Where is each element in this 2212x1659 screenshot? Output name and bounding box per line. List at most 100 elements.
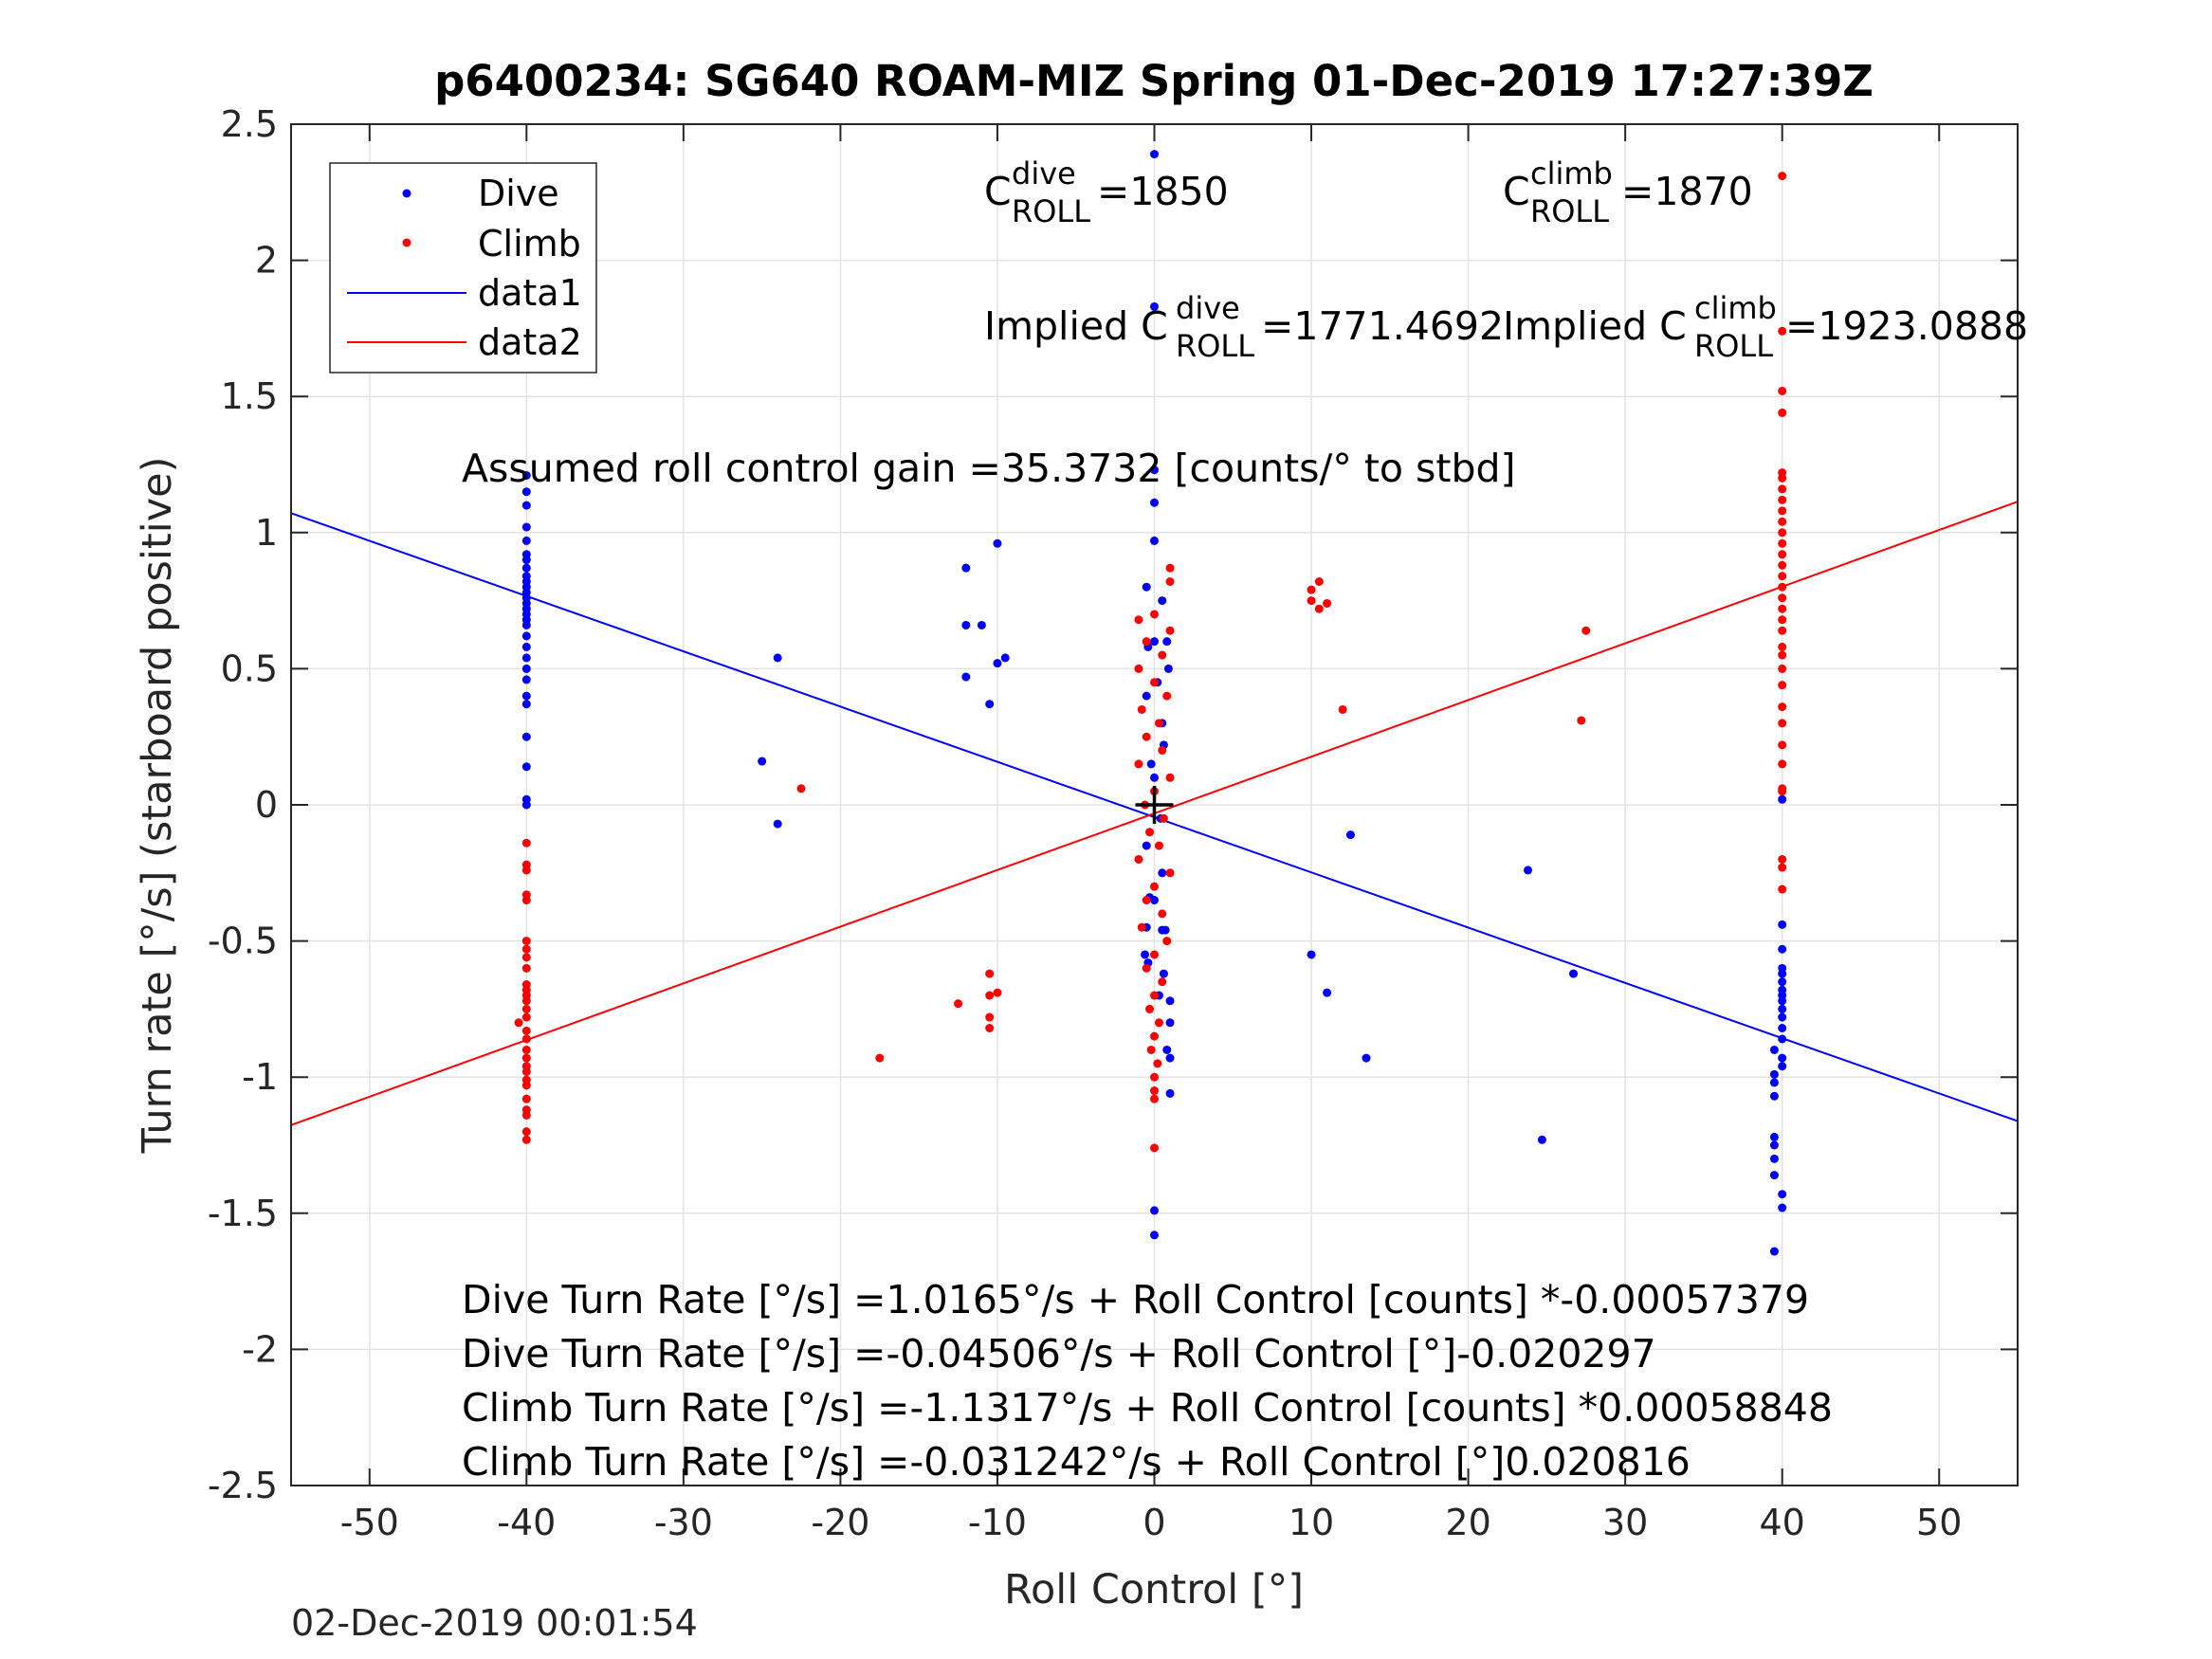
point-dive <box>521 653 531 663</box>
point-climb <box>1150 610 1159 619</box>
point-dive <box>1778 944 1787 954</box>
point-dive <box>1146 759 1156 769</box>
point-dive <box>961 620 971 629</box>
axis-ticks: -50 -40 -30 -20 -10 0 10 20 30 40 50-2.5-2-1.5-1-0… <box>208 103 2018 1543</box>
point-climb <box>1162 937 1172 946</box>
point-climb <box>1778 854 1787 864</box>
point-climb <box>1778 172 1787 181</box>
point-climb <box>1142 637 1151 647</box>
point-climb <box>521 1012 531 1022</box>
point-climb <box>521 1066 531 1076</box>
y-tick-label: 1.5 <box>221 375 278 417</box>
point-climb <box>1778 719 1787 728</box>
point-climb <box>1778 626 1787 635</box>
point-dive <box>1142 841 1151 850</box>
point-dive <box>1778 1062 1787 1071</box>
annotation-c-dive-sup: dive <box>1012 155 1076 191</box>
annotation-implied-dive-value: =1771.4692 <box>1261 303 1504 349</box>
annotation-fit-4: Climb Turn Rate [°/s] =-0.031242°/s + Ro… <box>462 1439 1691 1485</box>
x-tick-label: 40 <box>1760 1502 1805 1543</box>
point-dive <box>1150 150 1159 159</box>
point-dive <box>1537 1135 1546 1144</box>
point-dive <box>1165 996 1175 1006</box>
point-climb <box>1134 615 1143 625</box>
point-climb <box>521 1034 531 1044</box>
point-dive <box>1769 1078 1779 1087</box>
point-dive <box>1778 794 1787 804</box>
point-dive <box>521 631 531 641</box>
point-climb <box>875 1053 885 1063</box>
point-dive <box>1323 988 1332 997</box>
x-tick-label: 10 <box>1289 1502 1334 1543</box>
annotation-c-climb-prefix: C <box>1503 169 1530 214</box>
y-tick-label: -1.5 <box>208 1193 278 1234</box>
point-climb <box>1778 642 1787 651</box>
point-climb <box>985 969 995 978</box>
point-climb <box>1778 550 1787 559</box>
point-climb <box>1159 813 1168 823</box>
point-climb <box>1778 759 1787 769</box>
annotation-implied-climb-sub: ROLL <box>1694 328 1773 364</box>
point-climb <box>521 1053 531 1063</box>
y-tick-label: 1 <box>255 512 278 554</box>
annotation-implied-dive-sup: dive <box>1176 290 1240 326</box>
legend-label-climb: Climb <box>478 223 581 264</box>
point-climb <box>1150 1086 1159 1096</box>
point-climb <box>1778 593 1787 603</box>
annotation-implied-climb-value: =1923.0888 <box>1785 303 2028 349</box>
point-climb <box>1778 560 1787 570</box>
point-dive <box>1778 1053 1787 1063</box>
point-climb <box>1778 517 1787 526</box>
point-climb <box>521 866 531 875</box>
point-climb <box>796 784 806 793</box>
point-dive <box>1769 1171 1779 1180</box>
point-dive <box>1165 1018 1175 1028</box>
point-climb <box>1154 719 1163 728</box>
point-dive <box>521 536 531 545</box>
point-dive <box>521 487 531 497</box>
point-dive <box>1150 1206 1159 1215</box>
point-dive <box>1778 977 1787 987</box>
point-climb <box>1142 896 1151 905</box>
point-climb <box>1134 759 1143 769</box>
point-dive <box>521 522 531 532</box>
point-climb <box>521 1081 531 1090</box>
point-dive <box>1150 301 1159 311</box>
annotation-c-climb-value: =1870 <box>1621 169 1753 214</box>
point-dive <box>1158 596 1167 606</box>
point-climb <box>1145 1004 1155 1013</box>
point-climb <box>1581 626 1591 635</box>
legend-box <box>329 162 597 374</box>
point-dive <box>1778 920 1787 929</box>
point-climb <box>1165 773 1175 782</box>
point-climb <box>1778 740 1787 750</box>
annotation-implied-climb-sup: climb <box>1694 290 1777 326</box>
point-climb <box>1778 650 1787 660</box>
point-dive <box>773 653 782 663</box>
point-climb <box>1150 950 1159 959</box>
annotation-implied-climb-prefix: Implied C <box>1503 303 1687 349</box>
point-climb <box>985 1024 995 1033</box>
point-climb <box>1165 626 1175 635</box>
y-tick-label: 2.5 <box>221 103 278 145</box>
x-tick-label: 30 <box>1602 1502 1648 1543</box>
point-climb <box>521 1135 531 1144</box>
legend-label-dive: Dive <box>478 173 559 214</box>
annotation-c-dive: C dive ROLL =1850 <box>984 155 1229 229</box>
point-dive <box>521 470 531 480</box>
point-dive <box>1778 1203 1787 1212</box>
chart-title: p6400234: SG640 ROAM-MIZ Spring 01-Dec-2… <box>434 56 1874 106</box>
point-dive <box>1165 1053 1175 1063</box>
point-climb <box>521 953 531 962</box>
point-dive <box>961 563 971 573</box>
point-climb <box>521 1026 531 1035</box>
point-climb <box>985 991 995 1000</box>
point-dive <box>1778 1190 1787 1199</box>
point-dive <box>521 691 531 701</box>
y-tick-label: 0.5 <box>221 647 278 689</box>
point-dive <box>521 732 531 741</box>
point-climb <box>1778 473 1787 483</box>
point-climb <box>521 996 531 1006</box>
y-tick-label: 0 <box>255 784 278 826</box>
x-tick-label: -10 <box>968 1502 1027 1543</box>
